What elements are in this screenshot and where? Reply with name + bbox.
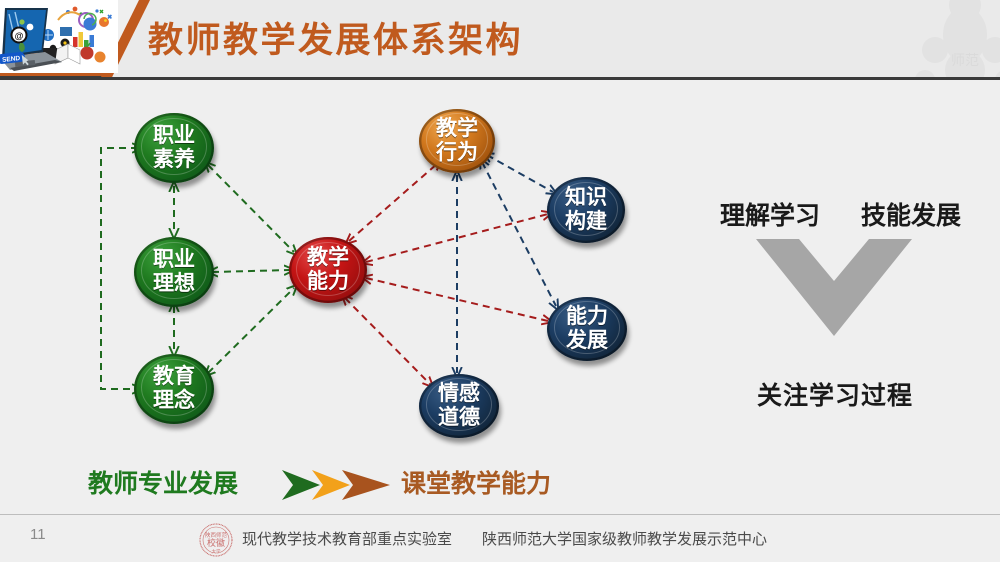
svg-text:大学: 大学 [212, 548, 221, 555]
svg-text:校徽: 校徽 [207, 537, 225, 548]
